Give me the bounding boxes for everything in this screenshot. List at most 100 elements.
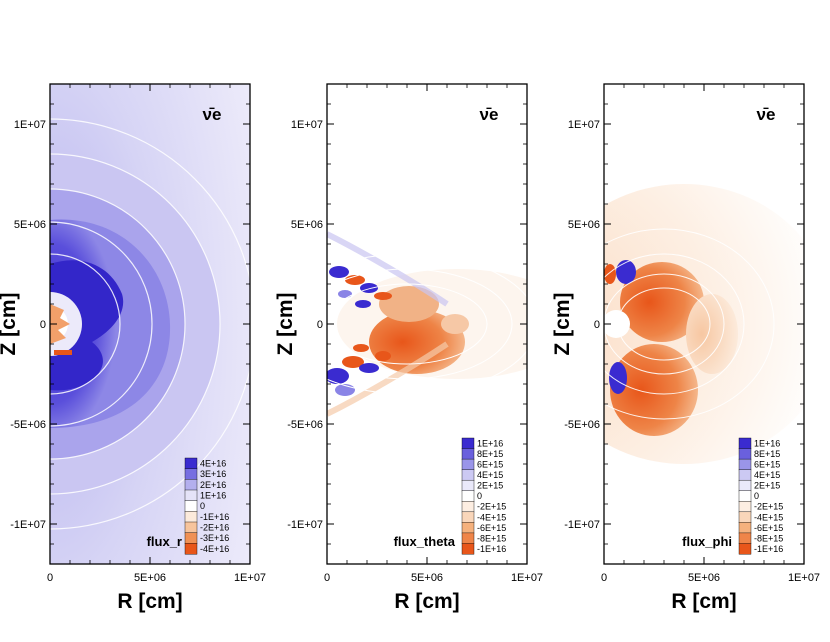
legend-label: -2E+15 xyxy=(477,502,506,512)
phi-blue-spot-upper xyxy=(616,260,636,284)
phi-contour xyxy=(617,287,711,361)
theta-core-lobe xyxy=(327,368,349,384)
legend-swatch xyxy=(738,522,752,534)
legend-swatch xyxy=(738,490,752,502)
y-tick-label: 1E+07 xyxy=(568,119,600,131)
legend-label: 0 xyxy=(477,491,482,501)
theta-contour xyxy=(327,253,527,395)
legend-label: 6E+15 xyxy=(754,460,780,470)
theta-core-lobe xyxy=(353,344,369,352)
species-label: ν̄e xyxy=(203,105,222,124)
legend-swatch xyxy=(738,437,752,450)
y-tick-label: -5E+06 xyxy=(10,419,46,431)
legend-swatch xyxy=(461,469,475,481)
legend-label: 4E+16 xyxy=(200,459,226,469)
legend-label: -3E+16 xyxy=(200,533,229,543)
x-tick-label: 1E+07 xyxy=(511,572,543,584)
legend-label: 1E+16 xyxy=(754,438,780,448)
legend-swatch xyxy=(461,448,475,460)
theta-contour xyxy=(327,283,488,365)
legend-swatch xyxy=(461,532,475,544)
theta-core-lobe xyxy=(338,290,352,298)
y-axis-label: Z [cm] xyxy=(0,293,20,356)
legend-swatch xyxy=(461,511,475,523)
y-axis-label: Z [cm] xyxy=(551,293,574,356)
legend-swatch xyxy=(184,500,198,512)
legend-label: 0 xyxy=(200,501,205,511)
x-tick-label: 1E+07 xyxy=(234,572,266,584)
legend-label: 0 xyxy=(754,491,759,501)
legend-label: -2E+15 xyxy=(754,502,783,512)
legend-label: -6E+15 xyxy=(477,523,506,533)
legend-swatch xyxy=(184,468,198,480)
legend-label: -8E+15 xyxy=(477,533,506,543)
x-tick-label: 0 xyxy=(324,572,330,584)
legend-swatch xyxy=(461,522,475,534)
theta-lobe-arm-upper xyxy=(327,231,449,307)
y-tick-label: -1E+07 xyxy=(287,519,323,531)
phi-lobe-upper xyxy=(620,262,704,342)
legend-label: -4E+16 xyxy=(200,544,229,554)
y-axis-label: Z [cm] xyxy=(274,293,297,356)
flux-r-contour xyxy=(50,188,186,460)
legend-swatch xyxy=(461,458,475,471)
phi-center xyxy=(604,310,630,338)
species-label: ν̄e xyxy=(480,105,499,124)
legend-swatch xyxy=(184,532,198,544)
legend-swatch xyxy=(461,479,475,492)
theta-orange-lobe-lower xyxy=(369,310,465,374)
legend-swatch xyxy=(461,437,475,450)
theta-core-lobe xyxy=(359,363,379,373)
phi-contour xyxy=(604,273,725,375)
legend-label: 8E+15 xyxy=(754,449,780,459)
heatmap-field-flux_theta xyxy=(327,84,527,564)
legend-swatch xyxy=(184,543,198,555)
legend-swatch xyxy=(184,457,198,470)
flux-r-contour xyxy=(50,253,121,395)
legend-swatch xyxy=(461,490,475,502)
legend-swatch xyxy=(184,479,198,491)
y-tick-label: 1E+07 xyxy=(14,119,46,131)
legend-label: 2E+15 xyxy=(754,481,780,491)
x-tick-label: 5E+06 xyxy=(134,572,166,584)
x-tick-label: 5E+06 xyxy=(688,572,720,584)
phi-lobe-lower xyxy=(610,344,698,436)
legend-label: -1E+16 xyxy=(200,512,229,522)
x-tick-label: 0 xyxy=(601,572,607,584)
legend-label: 1E+16 xyxy=(200,491,226,501)
legend-label: 4E+15 xyxy=(477,470,503,480)
x-axis-label: R [cm] xyxy=(117,590,182,613)
phi-contour xyxy=(604,253,745,395)
legend-label: 2E+15 xyxy=(477,481,503,491)
legend-label: -1E+16 xyxy=(477,544,506,554)
heatmap-field-flux_r xyxy=(50,84,250,564)
legend-swatch xyxy=(738,501,752,513)
legend-label: 1E+16 xyxy=(477,438,503,448)
field-name-label: flux_theta xyxy=(394,534,456,549)
x-axis-label: R [cm] xyxy=(671,590,736,613)
x-tick-label: 1E+07 xyxy=(788,572,820,584)
phi-blue-spot-lower xyxy=(609,362,627,394)
legend-swatch xyxy=(738,458,752,471)
species-label: ν̄e xyxy=(757,105,776,124)
y-tick-label: -5E+06 xyxy=(564,419,600,431)
x-axis-label: R [cm] xyxy=(394,590,459,613)
theta-core-lobe xyxy=(360,283,378,293)
legend-swatch xyxy=(738,448,752,460)
legend-swatch xyxy=(184,511,198,523)
heatmap-field-flux_phi xyxy=(604,84,804,564)
legend-label: -2E+16 xyxy=(200,523,229,533)
y-tick-label: -5E+06 xyxy=(287,419,323,431)
field-name-label: flux_r xyxy=(147,534,182,549)
panel-flux-r: 0 5E+06 1E+07 1E+07 5E+06 0 -5E+06 -1E+07 R [cm]… xyxy=(0,83,266,613)
panel-flux-phi: 0 5E+06 1E+07 1E+07 5E+06 0 -5E+06 -1E+07 R [cm]… xyxy=(551,83,820,613)
y-tick-label: 0 xyxy=(40,319,46,331)
legend-label: 4E+15 xyxy=(754,470,780,480)
legend-swatch xyxy=(461,501,475,513)
legend-swatch xyxy=(184,521,198,534)
theta-lobe-arm-lower xyxy=(327,341,449,417)
legend-label: -1E+16 xyxy=(754,544,783,554)
x-tick-label: 5E+06 xyxy=(411,572,443,584)
